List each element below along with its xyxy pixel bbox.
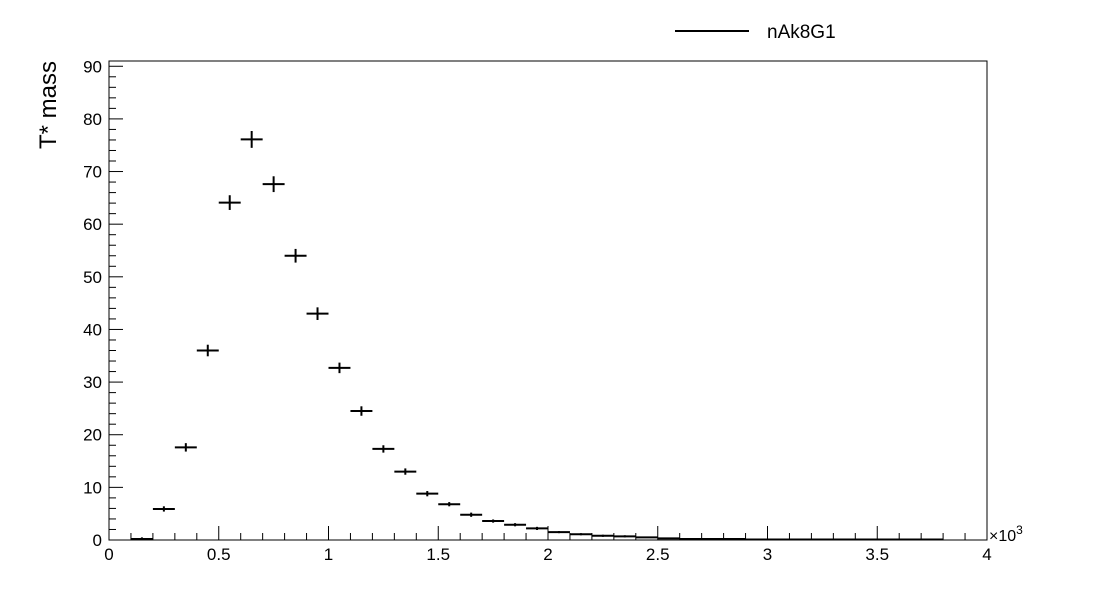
data-point	[745, 538, 768, 541]
data-point	[789, 538, 812, 541]
x-multiplier-label: ×103	[989, 523, 1023, 545]
data-point	[635, 536, 658, 539]
data-point	[569, 533, 592, 536]
y-tick-label: 50	[83, 268, 102, 287]
data-point	[504, 523, 527, 527]
data-point	[460, 512, 483, 517]
x-tick-label: 1.5	[426, 545, 450, 564]
x-tick-label: 0.5	[207, 545, 231, 564]
data-point	[921, 538, 944, 541]
legend: nAk8G1	[675, 22, 836, 43]
data-point	[591, 534, 614, 537]
data-point	[613, 535, 636, 538]
y-tick-label: 30	[83, 373, 102, 392]
y-tick-label: 80	[83, 110, 102, 129]
data-point	[482, 519, 505, 523]
data-point	[877, 538, 900, 541]
y-axis: 0 10 20 30 40 50 60 70 80 90	[83, 57, 123, 550]
data-point	[811, 538, 834, 541]
data-point	[723, 537, 746, 540]
data-point	[350, 406, 373, 416]
data-point	[262, 176, 285, 193]
y-tick-label: 10	[83, 478, 102, 497]
data-point	[240, 131, 263, 148]
x-multiplier-base: ×10	[989, 528, 1016, 545]
x-tick-label: 1	[324, 545, 333, 564]
data-point	[394, 468, 417, 475]
data-point	[174, 443, 197, 452]
data-point	[657, 537, 680, 540]
data-point	[306, 307, 329, 320]
data-point	[679, 537, 702, 540]
data-point	[152, 506, 175, 512]
data-points	[130, 131, 944, 541]
data-point	[218, 195, 241, 210]
x-multiplier-exponent: 3	[1016, 523, 1023, 537]
data-point	[284, 248, 307, 263]
data-point	[438, 502, 461, 507]
data-point	[328, 362, 351, 374]
y-tick-label: 70	[83, 163, 102, 182]
x-tick-label: 0	[104, 545, 113, 564]
y-axis-title: T* mass	[35, 61, 62, 149]
data-point	[701, 537, 724, 540]
data-point	[855, 538, 878, 541]
legend-label: nAk8G1	[767, 22, 836, 43]
data-point	[899, 538, 922, 541]
data-point	[416, 491, 439, 497]
x-tick-label: 4	[982, 545, 991, 564]
y-tick-label: 20	[83, 426, 102, 445]
data-point	[548, 531, 570, 534]
plot-frame	[108, 60, 988, 541]
y-tick-label: 40	[83, 320, 102, 339]
x-tick-label: 3.5	[865, 545, 889, 564]
y-tick-label: 0	[93, 531, 102, 550]
x-tick-label: 3	[763, 545, 772, 564]
y-tick-label: 90	[83, 57, 102, 76]
data-point	[767, 538, 790, 541]
data-point	[526, 526, 548, 530]
x-tick-label: 2.5	[646, 545, 670, 564]
data-point	[372, 445, 395, 453]
y-tick-label: 60	[83, 215, 102, 234]
data-point	[196, 344, 219, 357]
x-tick-label: 2	[543, 545, 552, 564]
data-point	[833, 538, 856, 541]
data-point	[130, 537, 153, 540]
